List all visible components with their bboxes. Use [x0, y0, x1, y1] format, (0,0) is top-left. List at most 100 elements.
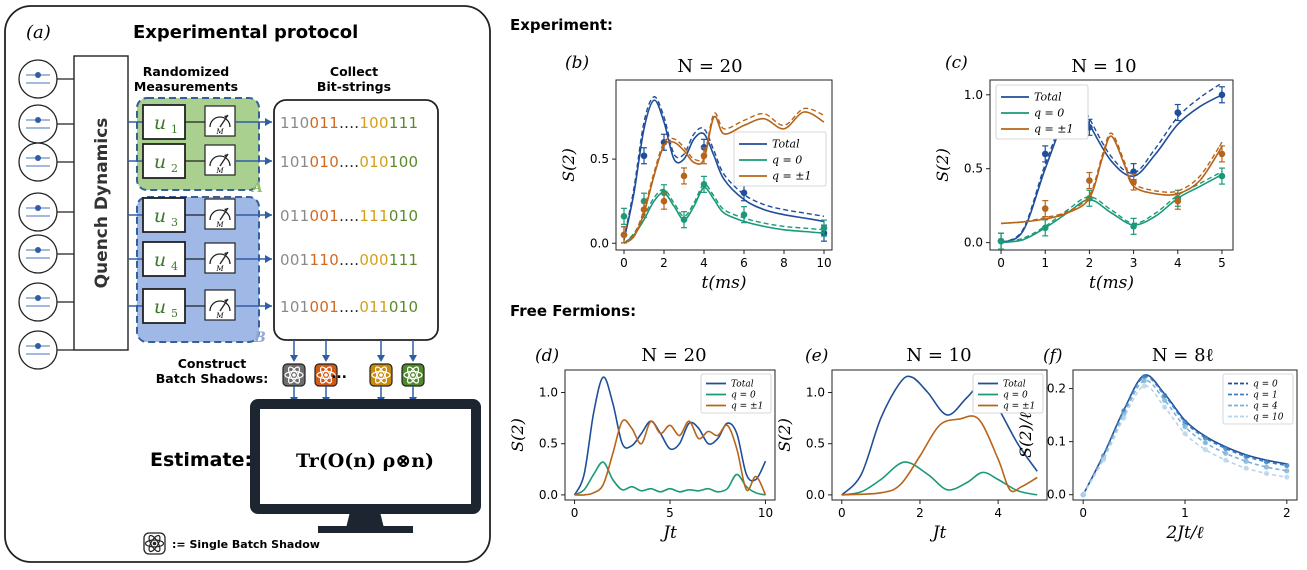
data-point [820, 224, 828, 232]
shadow-ellipsis: ... [331, 366, 347, 382]
chart-title: N = 8ℓ [1152, 345, 1214, 366]
atom-dot [35, 117, 41, 123]
series-dashed-line [623, 107, 825, 244]
data-point [740, 211, 748, 218]
series-line [1000, 94, 1223, 244]
legend-label: q = ±1 [772, 170, 811, 183]
atom-dot [35, 295, 41, 301]
x-axis-label: Jt [930, 523, 947, 543]
arrow-head [409, 355, 417, 362]
unitary-subscript: 2 [171, 162, 178, 175]
unitary-subscript: 5 [171, 307, 178, 320]
bit-segment: 100 [389, 153, 419, 171]
bit-segment: 011 [359, 298, 389, 316]
meter-label: M [215, 167, 224, 175]
panel-label: (d) [535, 346, 559, 366]
data-point [1130, 223, 1137, 230]
bitstring: 101010....010100 [280, 153, 418, 171]
y-axis-label: S(2) [508, 418, 527, 452]
series-line [1082, 379, 1287, 496]
bitstring-box [273, 99, 439, 341]
x-tick-label: 4 [994, 506, 1002, 520]
randomized-label-1: Randomized [143, 64, 230, 79]
legend-label: q = 0 [1003, 391, 1028, 401]
bit-segment: 101 [280, 153, 310, 171]
y-tick-label: 0.5 [806, 437, 825, 451]
quench-dynamics-box [73, 55, 129, 351]
x-axis-label: 2Jt/ℓ [1165, 523, 1203, 543]
data-point [640, 152, 648, 160]
unitary-box [142, 143, 186, 179]
x-tick-label: 4 [1174, 256, 1182, 270]
series-line [1082, 375, 1287, 496]
legend-label: q = 0 [731, 391, 756, 401]
estimate-label: Estimate: [150, 449, 252, 471]
batch-shadow-legend-text: := Single Batch Shadow [172, 538, 320, 551]
bitstring: 110011....100111 [280, 114, 418, 132]
data-point [660, 197, 668, 205]
data-point [997, 237, 1005, 245]
panel-a: (a) Experimental protocol Quench Dynamic… [4, 5, 491, 563]
x-tick-label: 2 [916, 506, 924, 520]
y-tick-label: 0.0 [1047, 488, 1066, 502]
x-tick-label: 2 [1283, 506, 1291, 520]
unitary-label: u [154, 205, 166, 227]
data-point [1141, 383, 1147, 389]
monitor-base [318, 526, 413, 533]
bitstring: 101001....011010 [280, 298, 418, 316]
x-tick-label: 3 [1130, 256, 1138, 270]
bit-segment: 011 [310, 114, 340, 132]
x-axis-label: t(ms) [702, 273, 747, 293]
y-tick-label: 0.0 [806, 488, 825, 502]
bit-segment: 111 [389, 251, 419, 269]
bitstring: 011001....111010 [280, 207, 418, 225]
data-point [1284, 462, 1290, 469]
legend-label: q = ±1 [731, 402, 763, 412]
meter-label: M [215, 265, 224, 273]
x-tick-label: 4 [700, 256, 708, 270]
bit-segment: 010 [389, 207, 419, 225]
data-point [1041, 205, 1049, 212]
meter-label: M [215, 128, 224, 136]
y-tick-label: 1.0 [806, 386, 825, 400]
data-point [680, 216, 688, 224]
atom-dot [35, 247, 41, 253]
x-tick-label: 10 [816, 256, 831, 270]
chart-title: N = 10 [906, 345, 971, 366]
series-line [1000, 173, 1223, 244]
y-axis-label: S(2) [775, 418, 794, 452]
series-line [841, 461, 1038, 496]
region-a-label: A [250, 180, 263, 196]
series-line [573, 376, 767, 496]
data-point [1130, 168, 1137, 175]
data-point [1243, 458, 1249, 464]
panel-label: (e) [805, 346, 828, 366]
randomized-label-2: Measurements [134, 79, 238, 94]
x-tick-label: 10 [758, 506, 773, 520]
unitary-label: u [154, 151, 166, 173]
estimator-formula: Tr(O(n) ρ⊗n) [296, 450, 434, 472]
legend-box [1222, 373, 1294, 425]
legend-label: Total [1034, 91, 1062, 104]
legend-label: Total [772, 138, 800, 151]
legend-label: q = 0 [1034, 107, 1064, 120]
data-point [1041, 224, 1049, 232]
y-axis-label: S(2)/ℓ [1016, 412, 1035, 458]
x-tick-label: 2 [1086, 256, 1094, 270]
qubit-circle [18, 192, 58, 232]
y-tick-label: 1.0 [539, 386, 558, 400]
unitary-subscript: 1 [171, 123, 178, 136]
data-point [1041, 150, 1049, 158]
chart-c: (c) N = 10 0 1 2 3 4 5 0.0 0.5 1.0 t(ms) S(2) Total q … [933, 53, 1234, 293]
y-tick-label: 0.2 [1047, 382, 1066, 396]
atom-dot [35, 155, 41, 161]
qubit-circle [18, 104, 58, 144]
bit-segment: .... [339, 251, 359, 269]
panel-label: (f) [1043, 346, 1063, 366]
data-point [620, 213, 628, 220]
x-tick-label: 0 [1079, 506, 1087, 520]
bit-segment: 001 [310, 298, 340, 316]
bitstring: 001110....000111 [280, 251, 418, 269]
series-dashed-line [623, 183, 825, 244]
